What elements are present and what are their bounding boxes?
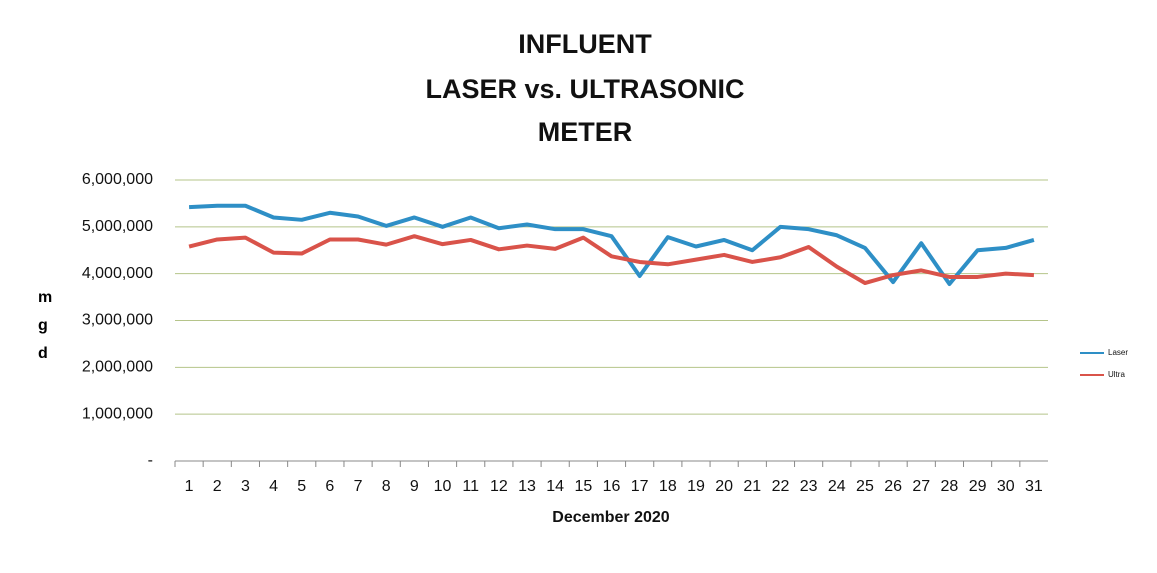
x-tick-label: 19 [687,478,705,495]
legend-label: Laser [1108,348,1128,357]
chart-title: METER [538,117,633,147]
x-tick-label: 26 [884,478,902,495]
x-tick-label: 9 [410,478,419,495]
x-tick-label: 12 [490,478,508,495]
y-tick-label: 4,000,000 [82,265,153,282]
series-line [188,234,1035,286]
x-tick-label: 21 [743,478,761,495]
y-tick-label: 6,000,000 [82,171,153,188]
x-tick-label: 17 [631,478,649,495]
y-tick-label: 2,000,000 [82,359,153,376]
x-tick-label: 27 [912,478,930,495]
y-tick-label: - [148,452,153,469]
y-tick-label: 3,000,000 [82,312,153,329]
x-tick-label: 25 [856,478,874,495]
x-tick-label: 11 [462,478,479,495]
legend-label: Ultra [1108,370,1125,379]
x-tick-label: 14 [546,478,564,495]
x-tick-label: 28 [941,478,959,495]
x-tick-label: 2 [213,478,222,495]
x-tick-label: 29 [969,478,987,495]
x-tick-label: 6 [325,478,334,495]
x-tick-label: 15 [574,478,592,495]
y-tick-label: 5,000,000 [82,218,153,235]
chart-title: INFLUENT [518,29,652,59]
x-tick-label: 1 [185,478,194,495]
x-tick-label: 5 [297,478,306,495]
x-tick-label: 10 [434,478,452,495]
series-line [188,203,1035,286]
x-tick-label: 7 [354,478,363,495]
x-tick-label: 18 [659,478,677,495]
x-tick-label: 22 [772,478,790,495]
x-tick-label: 24 [828,478,846,495]
chart-title: LASER vs. ULTRASONIC [425,74,744,104]
x-tick-label: 13 [518,478,536,495]
x-tick-label: 31 [1025,478,1043,495]
x-tick-label: 20 [715,478,733,495]
x-axis-title: December 2020 [552,509,670,526]
x-tick-label: 16 [603,478,621,495]
x-tick-label: 30 [997,478,1015,495]
x-tick-label: 23 [800,478,818,495]
x-tick-label: 3 [241,478,250,495]
x-tick-label: 8 [382,478,391,495]
y-tick-label: 1,000,000 [82,405,153,422]
x-tick-label: 4 [269,478,278,495]
y-axis-title: mgd [38,289,53,362]
y-axis-title-box: mgd [38,289,53,362]
